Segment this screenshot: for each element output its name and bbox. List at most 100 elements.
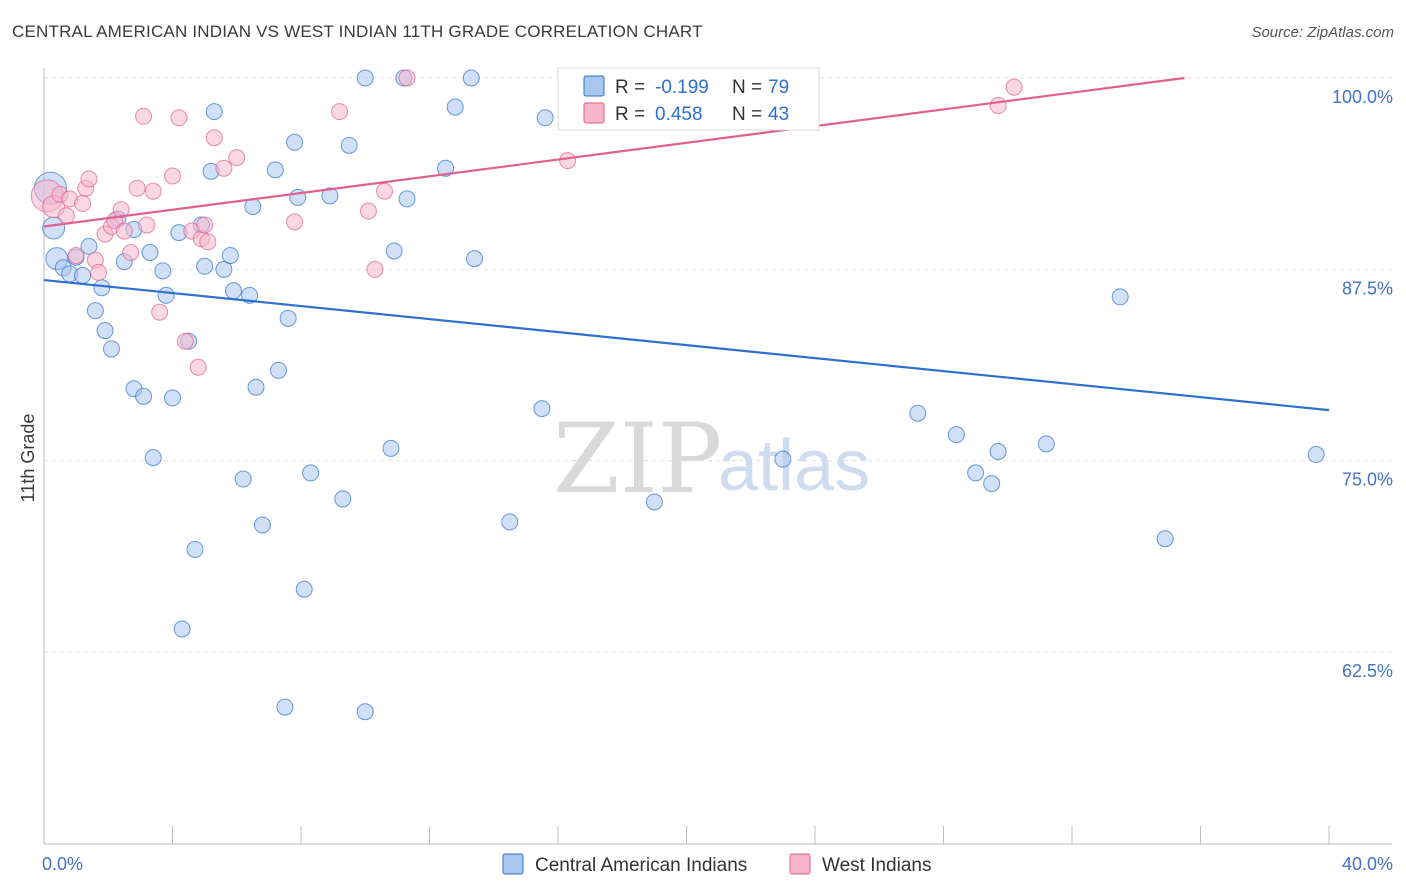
point-central-american-46 — [321, 187, 339, 205]
series-legend: Central American Indians West Indians — [502, 853, 931, 876]
point-central-american-50 — [356, 703, 374, 721]
point-west-indian-17 — [128, 179, 146, 197]
series-swatch-west-indian — [789, 853, 811, 875]
point-central-american-32 — [225, 282, 243, 300]
legend-r-value-2: 0.458 — [655, 104, 703, 125]
y-axis-label: 11th Grade — [18, 414, 38, 503]
point-central-american-40 — [276, 698, 294, 716]
chart-title: CENTRAL AMERICAN INDIAN VS WEST INDIAN 1… — [12, 22, 703, 41]
point-central-american-31 — [221, 247, 239, 265]
point-west-indian-5 — [67, 247, 85, 265]
point-west-indian-6 — [74, 195, 92, 213]
legend-n-label-2: N = — [732, 104, 762, 125]
legend-swatch-pink — [583, 102, 605, 124]
point-west-indian-26 — [189, 358, 207, 376]
source-label: Source: ZipAtlas.com — [1251, 24, 1394, 41]
point-central-american-17 — [141, 243, 159, 261]
legend-swatch-blue — [583, 75, 605, 97]
point-west-indian-20 — [144, 182, 162, 200]
point-west-indian-32 — [228, 149, 246, 167]
point-central-american-58 — [465, 250, 483, 268]
point-central-american-10 — [96, 322, 114, 340]
series-swatch-central-american — [502, 853, 524, 875]
y-tick-label-1: 87.5% — [1342, 278, 1393, 298]
trend-line-central-american — [43, 278, 1330, 412]
gridlines — [44, 77, 1392, 653]
point-central-american-11 — [102, 340, 120, 358]
point-central-american-56 — [446, 98, 464, 116]
point-central-american-37 — [253, 516, 271, 534]
point-central-american-38 — [266, 161, 284, 179]
point-central-american-30 — [215, 260, 233, 278]
watermark-zip: ZIP — [553, 403, 722, 515]
point-central-american-67 — [947, 426, 965, 444]
legend-r-value-1: -0.199 — [655, 77, 709, 98]
point-west-indian-40 — [989, 97, 1007, 115]
legend-n-value-2: 43 — [768, 104, 789, 125]
point-central-american-9 — [93, 279, 111, 297]
point-central-american-45 — [302, 464, 320, 482]
point-west-indian-36 — [366, 260, 384, 278]
stats-legend: R = -0.199 N = 79 R = 0.458 N = 43 — [557, 67, 820, 131]
point-central-american-72 — [1111, 288, 1129, 306]
trend-lines — [43, 76, 1330, 412]
point-central-american-69 — [983, 475, 1001, 493]
point-west-indian-28 — [196, 216, 214, 234]
point-west-indian-34 — [331, 103, 349, 121]
series-label-west-indian: West Indians — [822, 855, 931, 876]
point-west-indian-38 — [398, 69, 416, 87]
point-west-indian-14 — [112, 201, 130, 219]
point-west-indian-8 — [80, 170, 98, 188]
point-central-american-70 — [989, 442, 1007, 460]
point-central-american-68 — [967, 464, 985, 482]
point-west-indian-21 — [151, 303, 169, 321]
point-central-american-42 — [286, 133, 304, 151]
point-west-indian-23 — [170, 109, 188, 127]
point-west-indian-3 — [57, 207, 75, 225]
watermark: ZIP atlas — [553, 403, 870, 515]
point-central-american-60 — [533, 400, 551, 418]
point-central-american-66 — [909, 404, 927, 422]
data-points — [30, 69, 1325, 721]
point-west-indian-10 — [90, 263, 108, 281]
point-central-american-49 — [356, 69, 374, 87]
legend-r-label-2: R = — [615, 104, 645, 125]
point-central-american-55 — [437, 159, 455, 177]
point-central-american-52 — [385, 242, 403, 260]
point-central-american-48 — [340, 136, 358, 154]
point-central-american-21 — [164, 389, 181, 407]
point-central-american-16 — [135, 387, 153, 405]
point-central-american-27 — [196, 257, 214, 275]
point-central-american-33 — [234, 470, 252, 488]
point-central-american-19 — [154, 262, 172, 280]
point-west-indian-39 — [559, 152, 577, 170]
x-tick-label-0: 0.0% — [42, 854, 83, 874]
point-west-indian-33 — [286, 213, 304, 231]
point-west-indian-37 — [376, 182, 394, 200]
point-west-indian-30 — [205, 129, 223, 147]
point-west-indian-29 — [199, 233, 217, 251]
point-west-indian-15 — [115, 222, 133, 240]
point-west-indian-31 — [215, 159, 233, 177]
point-central-american-65 — [774, 450, 792, 468]
point-central-american-7 — [80, 237, 98, 255]
point-central-american-39 — [270, 361, 288, 379]
point-central-american-59 — [501, 513, 519, 531]
point-west-indian-41 — [1005, 78, 1023, 96]
trend-line-west-indian — [43, 76, 1185, 228]
point-central-american-74 — [1307, 446, 1325, 464]
point-west-indian-19 — [138, 216, 156, 234]
point-central-american-23 — [173, 620, 191, 638]
point-central-american-41 — [279, 309, 297, 327]
tick-labels: 100.0% 87.5% 75.0% 62.5% 0.0% 40.0% — [42, 87, 1393, 874]
point-west-indian-16 — [122, 243, 140, 261]
point-west-indian-22 — [164, 167, 181, 185]
y-tick-label-2: 75.0% — [1342, 470, 1393, 490]
y-tick-label-3: 62.5% — [1342, 661, 1393, 681]
point-central-american-54 — [398, 190, 416, 208]
point-central-american-57 — [462, 69, 480, 87]
point-central-american-73 — [1156, 530, 1174, 548]
point-central-american-71 — [1037, 435, 1055, 453]
point-central-american-51 — [382, 439, 400, 457]
